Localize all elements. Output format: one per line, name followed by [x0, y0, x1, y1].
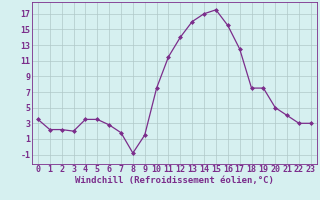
X-axis label: Windchill (Refroidissement éolien,°C): Windchill (Refroidissement éolien,°C) — [75, 176, 274, 185]
